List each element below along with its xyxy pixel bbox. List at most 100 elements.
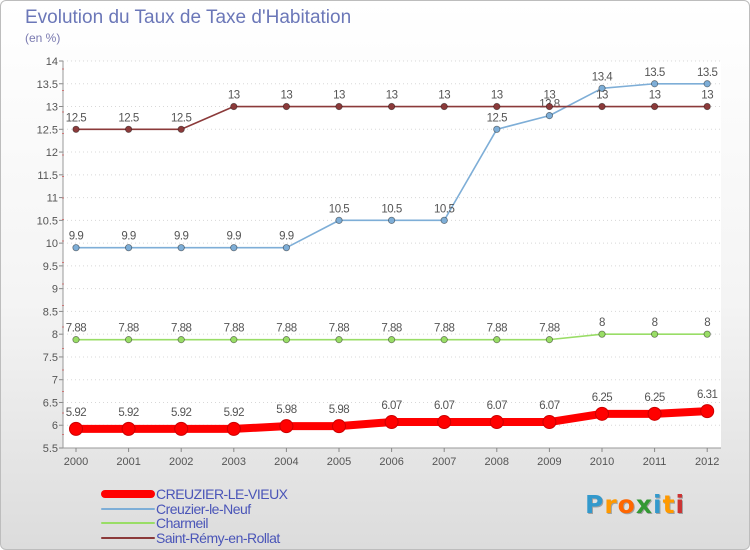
logo-letter: x xyxy=(635,490,653,519)
data-point xyxy=(125,336,133,344)
data-point xyxy=(332,419,346,434)
x-tick-label: 2002 xyxy=(169,456,193,468)
y-tick-label: 12 xyxy=(46,147,58,159)
data-point xyxy=(125,244,133,252)
data-label: 10.5 xyxy=(329,203,349,215)
data-label: 13 xyxy=(281,90,293,102)
data-point xyxy=(282,336,290,344)
data-point xyxy=(650,80,659,88)
logo-letter: i xyxy=(675,490,686,519)
data-point xyxy=(177,336,185,344)
data-point xyxy=(121,421,136,436)
x-tick-label: 2001 xyxy=(116,456,140,468)
data-point xyxy=(72,125,80,133)
data-label: 7.88 xyxy=(66,323,86,335)
x-tick-label: 2004 xyxy=(274,456,298,468)
data-label: 5.92 xyxy=(171,407,191,419)
legend-swatch xyxy=(101,522,155,524)
y-tick-label: 5.5 xyxy=(43,443,58,455)
data-label: 10.5 xyxy=(381,203,401,215)
data-label: 8 xyxy=(652,317,658,329)
data-point xyxy=(598,84,606,92)
data-label: 5.92 xyxy=(118,407,138,419)
data-label: 6.31 xyxy=(697,389,717,401)
plot-area xyxy=(63,61,721,448)
data-label: 8 xyxy=(704,317,710,329)
data-label: 5.92 xyxy=(66,407,86,419)
data-point xyxy=(384,415,399,430)
data-point xyxy=(230,244,238,252)
data-label: 7.88 xyxy=(118,323,138,335)
x-tick-label: 2006 xyxy=(379,456,403,468)
data-label: 7.88 xyxy=(171,323,191,335)
legend-label: CREUZIER-LE-VIEUX xyxy=(156,486,288,502)
data-point xyxy=(542,415,557,430)
y-tick-label: 6.5 xyxy=(43,397,58,409)
y-tick-label: 7.5 xyxy=(43,352,58,364)
data-label: 7.88 xyxy=(381,323,401,335)
data-point xyxy=(69,421,83,436)
y-tick-label: 7 xyxy=(52,375,58,387)
y-tick-label: 10.5 xyxy=(37,215,58,227)
data-point xyxy=(700,404,715,419)
x-tick-label: 2008 xyxy=(485,456,509,468)
data-point xyxy=(703,330,711,338)
chart-title: Evolution du Taux de Taxe d'Habitation xyxy=(25,7,352,28)
data-point xyxy=(387,216,396,224)
y-tick-label: 9.5 xyxy=(43,261,58,273)
data-label: 13 xyxy=(544,90,556,102)
data-point xyxy=(545,112,554,120)
data-label: 7.88 xyxy=(276,323,296,335)
y-tick-label: 9 xyxy=(52,284,58,296)
data-point xyxy=(177,125,185,133)
x-tick-label: 2000 xyxy=(64,456,88,468)
data-point xyxy=(282,102,290,111)
y-tick-label: 14 xyxy=(46,56,58,68)
logo-letter: P xyxy=(585,490,605,519)
data-point xyxy=(493,125,501,133)
data-label: 7.88 xyxy=(434,323,454,335)
y-tick-label: 11 xyxy=(47,193,58,205)
data-point xyxy=(174,421,189,436)
legend: CREUZIER-LE-VIEUX Creuzier-le-Neuf Charmei… xyxy=(101,486,361,546)
x-tick-label: 2010 xyxy=(590,456,614,468)
y-tick-label: 13.5 xyxy=(37,79,58,91)
data-point xyxy=(650,330,659,338)
data-point xyxy=(230,102,238,111)
legend-swatch xyxy=(101,536,155,539)
y-tick-label: 6 xyxy=(52,420,58,432)
y-tick-label: 8 xyxy=(52,329,58,341)
x-tick-label: 2012 xyxy=(695,456,719,468)
data-label: 13 xyxy=(228,90,240,102)
logo-letter: t xyxy=(662,490,676,519)
data-label: 12.5 xyxy=(118,112,138,124)
data-point xyxy=(598,330,606,338)
data-label: 9.9 xyxy=(121,231,136,243)
data-label: 7.88 xyxy=(539,323,559,335)
logo-letter: o xyxy=(617,490,636,519)
legend-label: Creuzier-le-Neuf xyxy=(156,500,251,517)
data-point xyxy=(703,80,711,88)
data-point xyxy=(493,336,501,344)
data-point xyxy=(335,102,343,111)
x-tick-label: 2005 xyxy=(327,456,351,468)
proxiti-logo: Proxiti xyxy=(585,490,685,519)
data-label: 13 xyxy=(333,90,345,102)
legend-label: Charmeil xyxy=(156,515,209,531)
y-tick-label: 13 xyxy=(46,102,58,114)
legend-label: Saint-Rémy-en-Rollat xyxy=(156,529,280,546)
y-tick-label: 10 xyxy=(46,238,58,250)
data-label: 12.5 xyxy=(66,112,86,124)
data-point xyxy=(440,216,448,224)
data-label: 6.25 xyxy=(592,392,612,404)
data-point xyxy=(440,102,448,111)
data-label: 7.88 xyxy=(329,323,349,335)
data-point xyxy=(545,102,554,111)
x-tick-label: 2003 xyxy=(222,456,246,468)
data-label: 13 xyxy=(386,90,398,102)
y-tick-label: 8.5 xyxy=(43,306,58,318)
logo-letter: r xyxy=(604,490,618,519)
data-label: 7.88 xyxy=(224,323,244,335)
data-label: 9.9 xyxy=(174,231,189,243)
